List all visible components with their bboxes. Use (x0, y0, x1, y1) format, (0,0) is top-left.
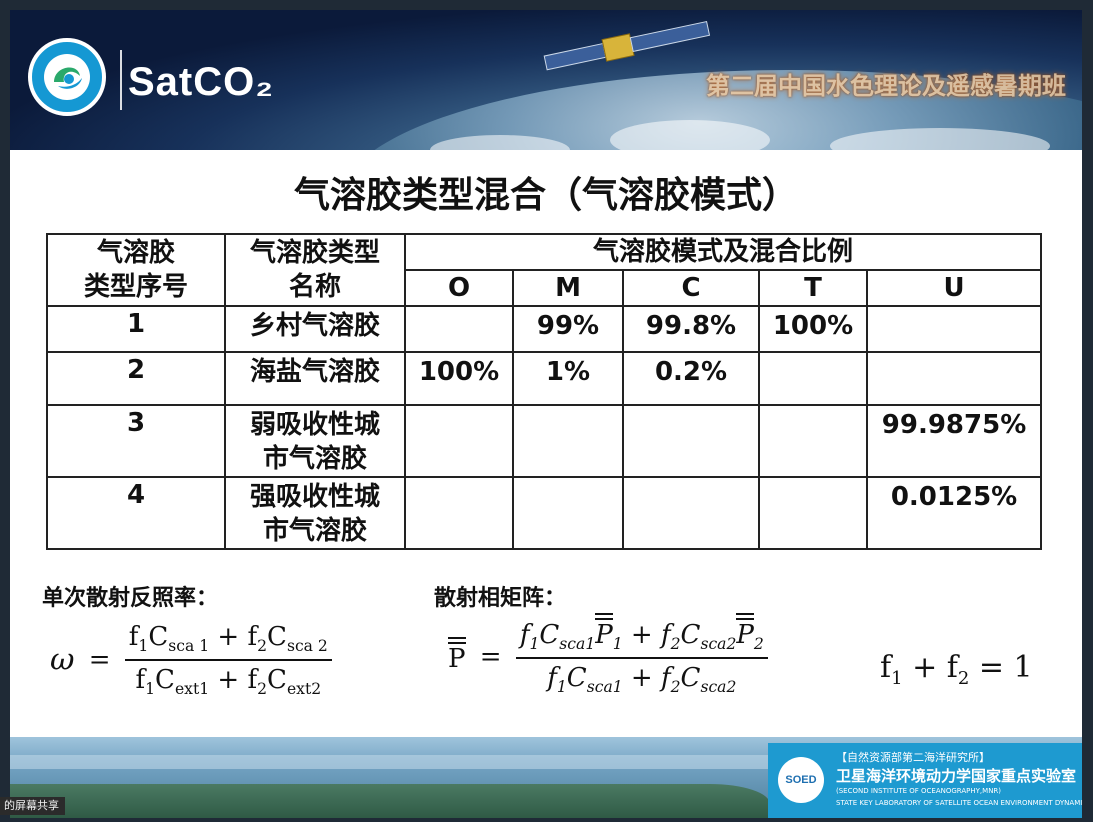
footer-banner: SOED 【自然资源部第二海洋研究所】 卫星海洋环境动力学国家重点实验室 (SE… (10, 737, 1082, 818)
row-name-cell: 弱吸收性城 市气溶胶 (224, 404, 406, 478)
cloud-shape (830, 128, 1050, 150)
header-cell-mode: T (758, 269, 868, 307)
header-cell-mode: M (512, 269, 624, 307)
slide: SatCO₂ 第二届中国水色理论及遥感暑期班 气溶胶类型混合（气溶胶模式） 气溶… (10, 10, 1082, 818)
table-row: 4 强吸收性城 市气溶胶 0.0125% (46, 476, 1043, 550)
table-header-row: 气溶胶 类型序号 气溶胶类型 名称 气溶胶模式及混合比例 (46, 233, 1043, 307)
water-strip (10, 755, 770, 769)
row-name-text: 弱吸收性城 (249, 410, 380, 440)
value-cell: 1% (512, 351, 624, 406)
header-cell-mode: C (622, 269, 760, 307)
screen-share-label: 的屏幕共享 (0, 797, 65, 815)
header-cell-index: 气溶胶 类型序号 (46, 233, 226, 307)
table-row: 3 弱吸收性城 市气溶胶 99.9875% (46, 404, 1043, 478)
header-text: 类型序号 (83, 272, 188, 302)
value-cell: 99.8% (622, 305, 760, 353)
value-cell (758, 351, 868, 406)
institute-text: 【自然资源部第二海洋研究所】 (836, 751, 990, 764)
row-name-text: 海盐气溶胶 (249, 357, 380, 387)
row-index-cell: 4 (46, 476, 226, 550)
cloud-shape (430, 135, 570, 150)
row-name-text: 强吸收性城 (249, 482, 380, 512)
phase-matrix-label: 散射相矩阵： (434, 586, 567, 611)
row-name-cell: 强吸收性城 市气溶胶 (224, 476, 406, 550)
header-text: 名称 (288, 272, 341, 302)
aerosol-mixing-table: 气溶胶 类型序号 气溶胶类型 名称 气溶胶模式及混合比例 O M C T U 1… (46, 233, 1043, 550)
cloud-shape (610, 120, 770, 150)
header-cell-mode: O (404, 269, 514, 307)
logo-divider (120, 50, 122, 110)
satco2-logo-icon (28, 38, 106, 116)
albedo-formula: ω = f1Csca 1 + f2Csca 2 f1Cext1 + f2Cext… (50, 622, 332, 698)
row-index-cell: 2 (46, 351, 226, 406)
header-cell-name: 气溶胶类型 名称 (224, 233, 406, 307)
value-cell (512, 404, 624, 478)
phase-matrix-formula: P = f1Csca1P1 + f2Csca2P2 f1Csca1 + f2Cs… (448, 613, 768, 696)
lab-name-en-text: STATE KEY LABORATORY OF SATELLITE OCEAN … (836, 799, 1082, 807)
value-cell (622, 476, 760, 550)
value-cell (758, 476, 868, 550)
row-name-text: 市气溶胶 (262, 516, 367, 546)
satellite-icon (543, 20, 711, 71)
row-name-cell: 乡村气溶胶 (224, 305, 406, 353)
row-index-cell: 3 (46, 404, 226, 478)
value-cell (404, 476, 514, 550)
row-name-cell: 海盐气溶胶 (224, 351, 406, 406)
value-cell (512, 476, 624, 550)
table-header-row: O M C T U (47, 269, 1043, 307)
row-name-text: 市气溶胶 (262, 444, 367, 474)
slide-title: 气溶胶类型混合（气溶胶模式） (293, 175, 798, 216)
header-cell-modes-group: 气溶胶模式及混合比例 (403, 233, 1043, 271)
header-banner: SatCO₂ 第二届中国水色理论及遥感暑期班 (10, 10, 1082, 150)
value-cell: 99% (512, 305, 624, 353)
value-cell (404, 404, 514, 478)
lab-info-box: SOED 【自然资源部第二海洋研究所】 卫星海洋环境动力学国家重点实验室 (SE… (768, 743, 1082, 818)
header-text: 气溶胶类型 (249, 238, 380, 268)
value-cell: 100% (758, 305, 868, 353)
value-cell: 0.0125% (865, 476, 1043, 550)
value-cell (758, 404, 868, 478)
banner-title: 第二届中国水色理论及遥感暑期班 (706, 72, 1066, 100)
row-name-text: 乡村气溶胶 (249, 311, 380, 341)
lab-name-text: 卫星海洋环境动力学国家重点实验室 (836, 767, 1077, 785)
header-cell-mode: U (865, 269, 1043, 307)
value-cell (865, 351, 1043, 406)
institute-en-text: (SECOND INSTITUTE OF OCEANOGRAPHY,MNR) (836, 787, 1002, 795)
value-cell: 100% (404, 351, 514, 406)
albedo-label: 单次散射反照率： (42, 586, 219, 611)
value-cell: 0.2% (622, 351, 760, 406)
fraction-sum-formula: f1 + f2 = 1 (880, 650, 1033, 689)
row-index-cell: 1 (46, 305, 226, 353)
value-cell (404, 305, 514, 353)
table-row: 1 乡村气溶胶 99% 99.8% 100% (46, 305, 1043, 353)
value-cell (622, 404, 760, 478)
lab-logo-icon: SOED (778, 757, 824, 803)
logo-text: SatCO₂ (128, 60, 275, 104)
value-cell (865, 305, 1043, 353)
table-row: 2 海盐气溶胶 100% 1% 0.2% (46, 351, 1043, 406)
tree-strip (10, 784, 770, 818)
header-text: 气溶胶 (96, 238, 175, 268)
value-cell: 99.9875% (865, 404, 1043, 478)
